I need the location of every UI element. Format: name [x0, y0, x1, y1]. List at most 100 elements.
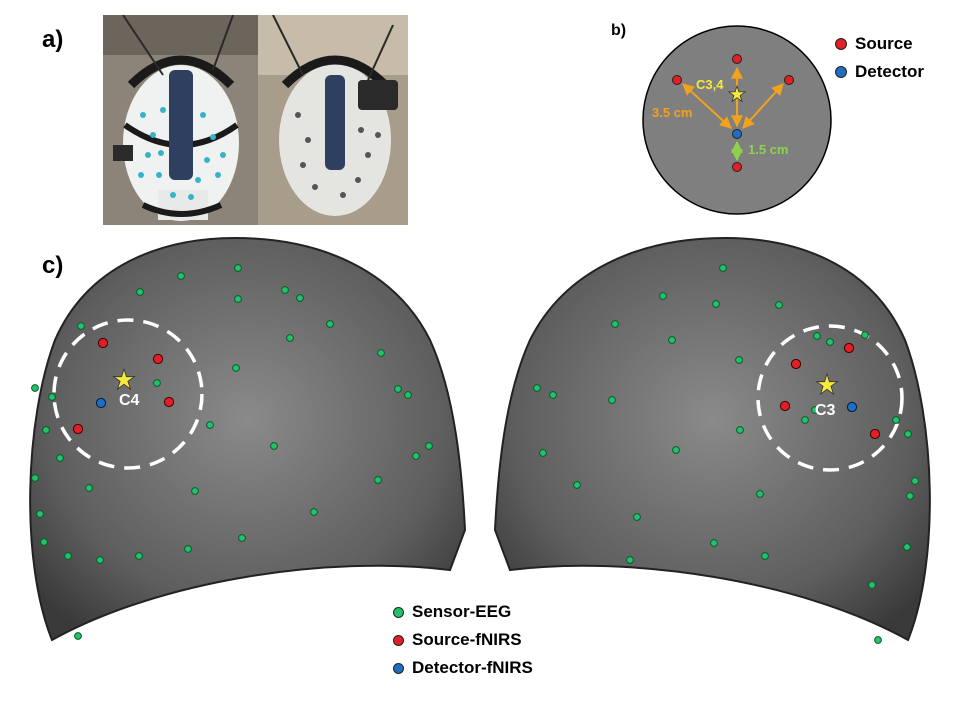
source-dot-icon	[835, 38, 847, 50]
eeg-sensor-marker	[326, 320, 334, 328]
legend-label: Detector-fNIRS	[412, 658, 533, 677]
eeg-sensor-marker	[48, 393, 56, 401]
cap-photographs	[103, 15, 408, 225]
eeg-sensor-marker	[911, 477, 919, 485]
legend-label: Source	[855, 34, 913, 53]
c3-label: C3	[815, 402, 836, 419]
eeg-sensor-marker	[412, 452, 420, 460]
eeg-sensor-marker	[136, 288, 144, 296]
legend-label: Source-fNIRS	[412, 630, 522, 649]
eeg-sensor-marker	[31, 384, 39, 392]
eeg-sensor-marker	[206, 421, 214, 429]
eeg-sensor-marker	[801, 416, 809, 424]
eeg-sensor-marker	[310, 508, 318, 516]
eeg-sensor-marker	[626, 556, 634, 564]
detector-dot-icon	[835, 66, 847, 78]
eeg-sensor-marker	[811, 406, 819, 414]
eeg-sensor-marker	[36, 510, 44, 518]
eeg-sensor-marker	[377, 349, 385, 357]
eeg-sensor-marker	[74, 632, 82, 640]
legend-item-source: Source	[835, 30, 924, 58]
legend-item-detector-fnirs: Detector-fNIRS	[393, 654, 533, 682]
eeg-sensor-marker	[904, 430, 912, 438]
eeg-sensor-marker	[659, 292, 667, 300]
eeg-sensor-marker	[756, 490, 764, 498]
eeg-sensor-marker	[826, 338, 834, 346]
eeg-sensor-marker	[549, 391, 557, 399]
eeg-sensor-marker	[191, 487, 199, 495]
fnirs-detector-marker	[846, 401, 858, 413]
eeg-sensor-marker	[184, 545, 192, 553]
eeg-sensor-marker	[31, 474, 39, 482]
long-distance-label: 3.5 cm	[652, 105, 692, 120]
eeg-sensor-marker	[232, 364, 240, 372]
eeg-sensor-marker	[135, 552, 143, 560]
eeg-sensor-marker	[270, 442, 278, 450]
schematic-legend: Source Detector	[835, 30, 924, 86]
eeg-sensor-marker	[761, 552, 769, 560]
eeg-sensor-marker	[735, 356, 743, 364]
left-head-shape	[29, 236, 467, 642]
eeg-sensor-marker	[374, 476, 382, 484]
fnirs-source-marker	[869, 428, 881, 440]
star-icon	[112, 367, 136, 391]
c4-label: C4	[119, 392, 140, 409]
panel-label-c: c)	[42, 252, 64, 279]
legend-label: Sensor-EEG	[412, 602, 512, 621]
eeg-sensor-marker	[573, 481, 581, 489]
fnirs-source-marker	[790, 358, 802, 370]
eeg-sensor-marker	[40, 538, 48, 546]
right-head-shape	[493, 236, 931, 642]
eeg-sensor-marker	[238, 534, 246, 542]
optode-schematic: C3,4 3.5 cm 1.5 cm	[642, 25, 832, 215]
short-distance-label: 1.5 cm	[748, 142, 788, 157]
star-icon	[727, 84, 747, 103]
source-marker-left	[672, 75, 682, 85]
center-label: C3,4	[696, 77, 724, 92]
legend-item-detector: Detector	[835, 58, 924, 86]
eeg-sensor-marker	[868, 581, 876, 589]
detector-dot-icon	[393, 662, 404, 674]
eeg-sensor-marker	[539, 449, 547, 457]
legend-item-sensor-eeg: Sensor-EEG	[393, 598, 533, 626]
eeg-sensor-marker	[611, 320, 619, 328]
fnirs-detector-marker	[95, 397, 107, 409]
eeg-sensor-marker	[234, 264, 242, 272]
eeg-sensor-marker	[906, 492, 914, 500]
eeg-sensor-marker	[177, 272, 185, 280]
legend-label: Detector	[855, 62, 924, 81]
eeg-sensor-marker	[77, 322, 85, 330]
fnirs-source-marker	[72, 423, 84, 435]
eeg-sensor-marker	[608, 396, 616, 404]
long-arrow-left	[682, 83, 732, 129]
fnirs-source-marker	[97, 337, 109, 349]
eeg-sensor-marker	[712, 300, 720, 308]
fnirs-source-marker	[843, 342, 855, 354]
eeg-sensor-marker	[153, 379, 161, 387]
eeg-sensor-marker	[286, 334, 294, 342]
legend-item-source-fnirs: Source-fNIRS	[393, 626, 533, 654]
eeg-sensor-marker	[736, 426, 744, 434]
eeg-sensor-marker	[296, 294, 304, 302]
eeg-sensor-marker	[85, 484, 93, 492]
eeg-sensor-marker	[234, 295, 242, 303]
eeg-sensor-marker	[903, 543, 911, 551]
roi-circle-left	[52, 318, 204, 470]
eeg-sensor-marker	[861, 331, 869, 339]
eeg-sensor-marker	[394, 385, 402, 393]
eeg-sensor-marker	[42, 426, 50, 434]
panel-label-b: b)	[611, 22, 627, 39]
eeg-sensor-marker	[672, 446, 680, 454]
eeg-sensor-marker	[281, 286, 289, 294]
eeg-sensor-marker	[892, 416, 900, 424]
eeg-sensor-marker	[719, 264, 727, 272]
long-arrow-right	[742, 83, 784, 129]
sensor-dot-icon	[393, 606, 404, 618]
eeg-sensor-marker	[668, 336, 676, 344]
eeg-sensor-marker	[533, 384, 541, 392]
eeg-sensor-marker	[874, 636, 882, 644]
detector-marker	[732, 129, 742, 139]
eeg-sensor-marker	[64, 552, 72, 560]
eeg-sensor-marker	[775, 301, 783, 309]
fnirs-source-marker	[163, 396, 175, 408]
